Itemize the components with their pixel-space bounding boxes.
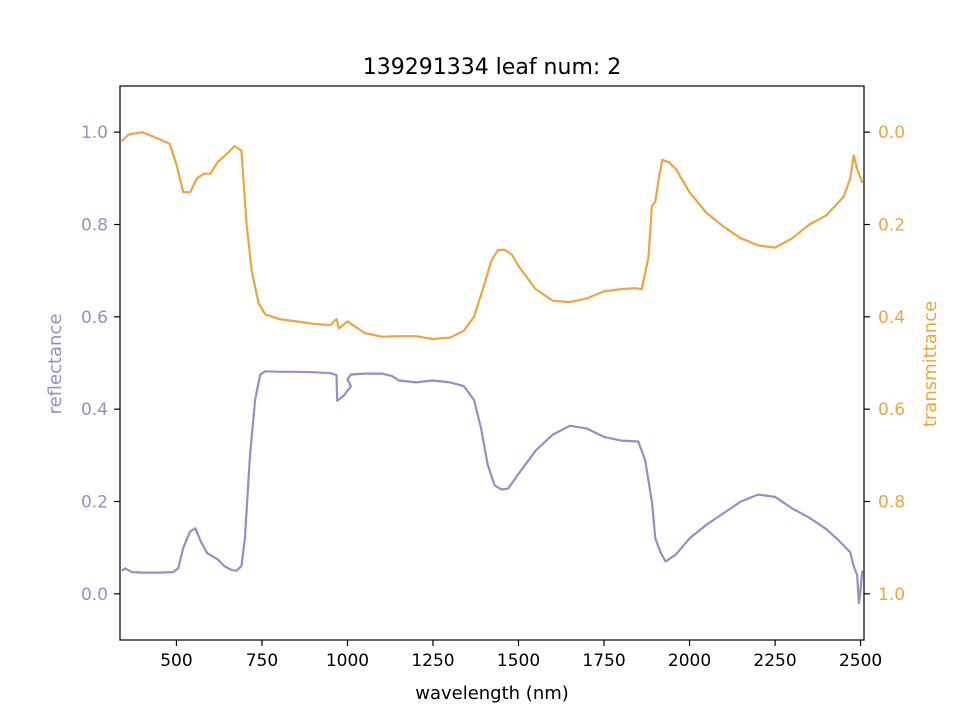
right-y-tick-label-2: 0.4 [878,308,905,328]
x-tick-label-8: 2500 [839,651,882,671]
x-tick-label-0: 500 [160,651,192,671]
left-y-tick-label-5: 1.0 [81,123,108,143]
right-y-tick-label-4: 0.8 [878,493,905,513]
left-y-axis-label: reflectance [45,314,66,415]
left-y-tick-label-3: 0.6 [81,308,108,328]
plot-frame [119,85,865,641]
left-y-tick-label-1: 0.2 [81,493,108,513]
x-tick-label-3: 1250 [411,651,454,671]
x-tick-label-6: 2000 [668,651,711,671]
right-y-tick-label-1: 0.2 [878,216,905,236]
x-tick-label-5: 1750 [582,651,625,671]
left-y-tick-label-0: 0.0 [81,585,108,605]
right-y-axis: 0.0 0.2 0.4 0.6 0.8 1.0 [864,123,905,605]
series-layer [120,131,864,605]
x-tick-label-1: 750 [246,651,278,671]
x-axis: 500 750 1000 1250 1500 1750 2000 2250 2500 [160,640,882,671]
x-tick-label-7: 2250 [753,651,796,671]
left-y-tick-label-4: 0.8 [81,216,108,236]
right-y-tick-label-0: 0.0 [878,123,905,143]
transmittance-line [120,131,864,341]
left-y-axis: 0.0 0.2 0.4 0.6 0.8 1.0 [81,123,120,605]
right-y-tick-label-3: 0.6 [878,400,905,420]
right-y-axis-label: transmittance [920,301,941,427]
chart-title: 139291334 leaf num: 2 [363,55,622,80]
right-y-tick-label-5: 1.0 [878,585,905,605]
left-y-tick-label-2: 0.4 [81,400,108,420]
x-tick-label-2: 1000 [326,651,369,671]
x-axis-label: wavelength (nm) [415,683,569,704]
x-tick-label-4: 1500 [497,651,540,671]
reflectance-line [121,370,864,605]
